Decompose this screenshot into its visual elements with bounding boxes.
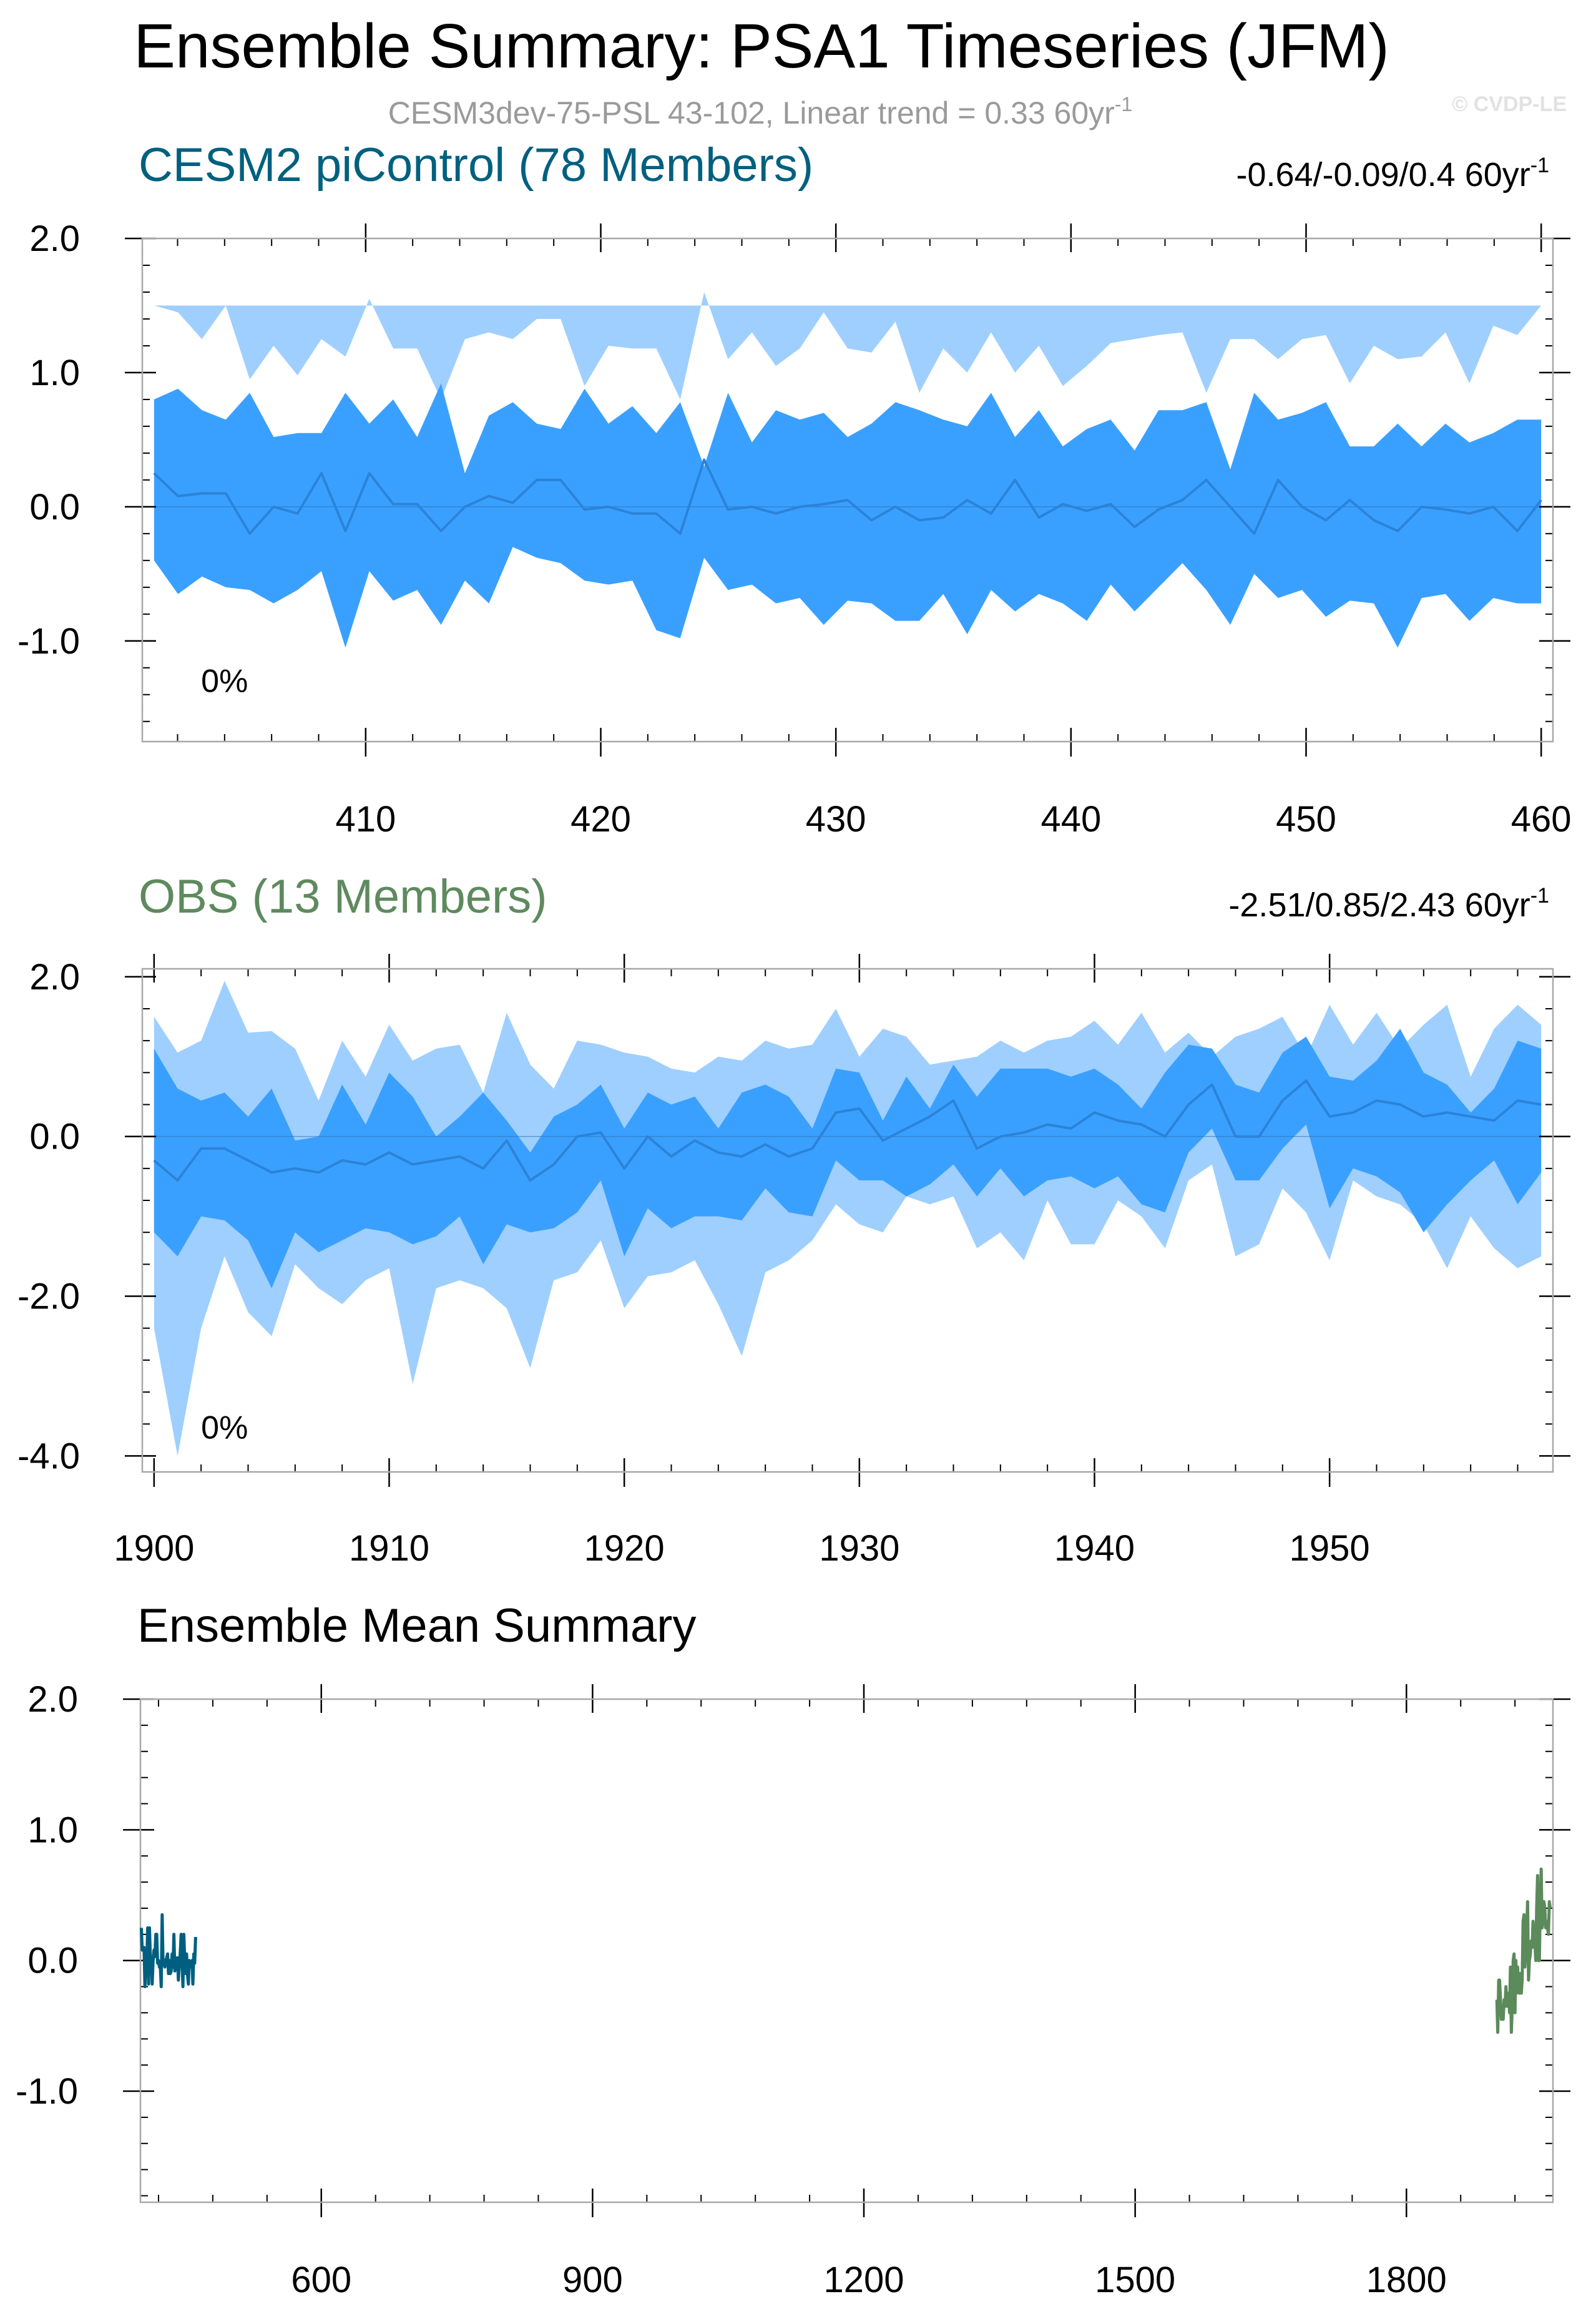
mean_summary-y-tick-label: 0.0 <box>27 1941 78 1981</box>
obs-x-tick-label: 1900 <box>114 1528 194 1569</box>
cesm2-x-tick-label: 410 <box>335 799 396 840</box>
obs-x-tick-label: 1950 <box>1290 1528 1370 1569</box>
obs-x-tick-label: 1940 <box>1054 1528 1135 1569</box>
cesm2-y-tick-label: 0.0 <box>29 487 80 527</box>
mean_summary-x-tick-label: 900 <box>562 2260 623 2300</box>
panel-mean-summary-plot: -1.0 0.0 1.0 2.0 600 900 1200 1500 1800 <box>16 1679 1570 2300</box>
panel-obs: OBS (13 Members) -2.51/0.85/2.43 60yr-1 … <box>17 870 1570 1569</box>
obs-y-tick-label: -2.0 <box>17 1277 80 1317</box>
panel-obs-title: OBS (13 Members) <box>139 870 547 923</box>
obs-x-tick-label: 1910 <box>349 1528 429 1569</box>
obs-inner-band <box>154 1029 1542 1288</box>
panel-cesm2-range: -0.64/-0.09/0.4 60yr-1 <box>1236 154 1549 194</box>
obs-x-tick-label: 1920 <box>584 1528 665 1569</box>
mean_summary-x-tick-label: 600 <box>291 2260 351 2300</box>
panel-obs-plot: -4.0 -2.0 0.0 2.0 1900 1910 1920 1930 1940 1950 0% <box>17 954 1570 1569</box>
obs-y-tick-label: -4.0 <box>17 1436 80 1476</box>
cesm2-x-tick-label: 420 <box>570 799 631 840</box>
cesm2-mean-line <box>153 458 1542 535</box>
obs-y-tick-label: 2.0 <box>29 957 80 998</box>
cesm2-x-tick-label: 460 <box>1511 799 1572 840</box>
mean_summary-y-tick-label: -1.0 <box>16 2071 78 2112</box>
cesm2-x-tick-label: 430 <box>806 799 866 840</box>
panel-cesm2-range-text: -0.64/-0.09/0.4 60yr <box>1236 156 1530 194</box>
mean_summary-x-tick-label: 1800 <box>1366 2260 1447 2300</box>
cesm2-outer-band <box>154 292 1542 400</box>
panel-obs-range: -2.51/0.85/2.43 60yr-1 <box>1228 884 1549 924</box>
cesm2-data-layer <box>142 292 1553 648</box>
obs-data-layer <box>142 981 1553 1456</box>
obs-plot-frame <box>141 968 1554 1473</box>
cesm2-y-tick-label: 2.0 <box>29 218 80 259</box>
panel-mean-summary: Ensemble Mean Summary -1.0 0.0 1.0 2.0 600 90… <box>16 1599 1570 2300</box>
cesm2-x-tick-label: 440 <box>1040 799 1101 840</box>
panel-obs-range-sup: -1 <box>1530 884 1549 908</box>
cesm2-x-tick-label: 450 <box>1276 799 1336 840</box>
panel-cesm2-plot: -1.0 0.0 1.0 2.0 410 420 430 440 450 460 0% <box>17 218 1572 840</box>
copyright-watermark: © CVDP-LE <box>1452 92 1567 116</box>
obs-mean-line <box>153 1079 1542 1182</box>
cesm2-y-tick-label: -1.0 <box>17 621 80 662</box>
mean_summary-series-obs <box>1495 1867 1552 2034</box>
mean_summary-y-tick-label: 1.0 <box>27 1810 78 1850</box>
figure-subtitle-sup: -1 <box>1115 93 1132 115</box>
obs-y-tick-label: 0.0 <box>29 1117 80 1157</box>
panel-cesm2-title: CESM2 piControl (78 Members) <box>139 139 813 192</box>
cesm2-y-tick-label: 1.0 <box>29 353 80 393</box>
mean_summary-x-tick-label: 1500 <box>1095 2260 1175 2300</box>
mean_summary-plot-frame <box>139 1698 1554 2204</box>
panel-obs-range-text: -2.51/0.85/2.43 60yr <box>1228 886 1530 924</box>
obs-x-tick-label: 1930 <box>819 1528 899 1569</box>
mean_summary-x-tick-label: 1200 <box>824 2260 904 2300</box>
figure-subtitle-text: CESM3dev-75-PSL 43-102, Linear trend = 0… <box>388 96 1115 130</box>
obs-percent-label: 0% <box>201 1409 248 1446</box>
panel-cesm2: CESM2 piControl (78 Members) -0.64/-0.09… <box>17 139 1572 840</box>
mean_summary-series-cesm2 <box>139 1913 197 1989</box>
figure-subtitle: CESM3dev-75-PSL 43-102, Linear trend = 0… <box>388 93 1133 130</box>
cesm2-percent-label: 0% <box>201 663 248 699</box>
figure-title: Ensemble Summary: PSA1 Timeseries (JFM) <box>134 11 1389 81</box>
panel-mean-summary-title: Ensemble Mean Summary <box>137 1599 696 1652</box>
panel-cesm2-range-sup: -1 <box>1530 154 1549 177</box>
cesm2-inner-band <box>154 383 1542 648</box>
mean_summary-y-tick-label: 2.0 <box>27 1679 78 1720</box>
cesm2-plot-frame <box>141 237 1554 743</box>
